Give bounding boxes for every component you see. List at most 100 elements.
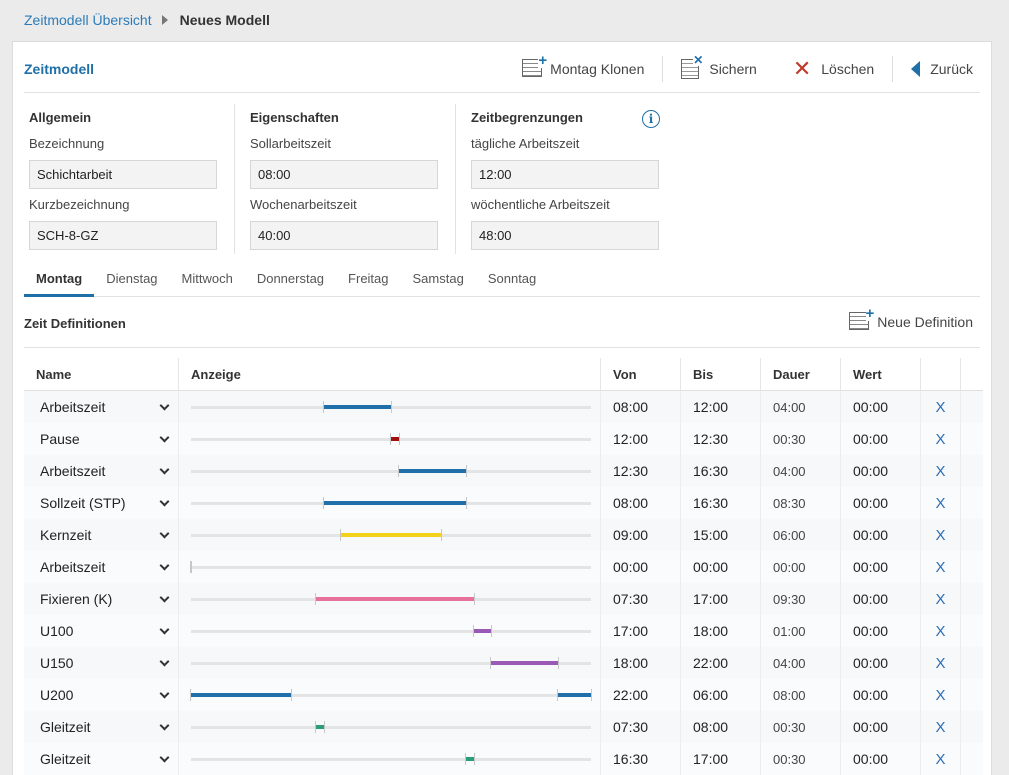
bis-cell[interactable]: 00:00 bbox=[681, 551, 761, 583]
wert-cell[interactable]: 00:00 bbox=[841, 487, 921, 519]
name-select-value: Sollzeit (STP) bbox=[40, 495, 126, 511]
bis-cell[interactable]: 08:00 bbox=[681, 711, 761, 743]
delete-row-button[interactable]: X bbox=[921, 711, 961, 743]
save-button[interactable]: ✕ Sichern bbox=[663, 54, 774, 82]
von-cell[interactable]: 00:00 bbox=[601, 551, 681, 583]
wert-cell[interactable]: 00:00 bbox=[841, 615, 921, 647]
breadcrumb-parent-link[interactable]: Zeitmodell Übersicht bbox=[24, 12, 152, 28]
new-definition-button[interactable]: + Neue Definition bbox=[849, 306, 973, 332]
von-cell[interactable]: 08:00 bbox=[601, 391, 681, 423]
bis-cell[interactable]: 22:00 bbox=[681, 647, 761, 679]
back-button[interactable]: Zurück bbox=[893, 56, 991, 82]
delete-row-button[interactable]: X bbox=[921, 391, 961, 423]
name-select[interactable]: Arbeitszeit bbox=[24, 455, 179, 487]
name-select[interactable]: Kernzeit bbox=[24, 519, 179, 551]
delete-row-button[interactable]: X bbox=[921, 519, 961, 551]
tab-mittwoch[interactable]: Mittwoch bbox=[181, 271, 233, 286]
bezeichnung-field[interactable] bbox=[29, 160, 217, 189]
von-cell[interactable]: 09:00 bbox=[601, 519, 681, 551]
bis-cell[interactable]: 17:00 bbox=[681, 743, 761, 775]
delete-row-button[interactable]: X bbox=[921, 551, 961, 583]
name-select[interactable]: U100 bbox=[24, 615, 179, 647]
tab-donnerstag[interactable]: Donnerstag bbox=[256, 271, 325, 286]
info-icon[interactable]: i bbox=[642, 110, 660, 128]
sollarbeitszeit-field[interactable] bbox=[250, 160, 438, 189]
name-select[interactable]: Gleitzeit bbox=[24, 711, 179, 743]
time-bar-segment bbox=[473, 624, 492, 637]
name-select[interactable]: U200 bbox=[24, 679, 179, 711]
bis-cell[interactable]: 18:00 bbox=[681, 615, 761, 647]
tab-samstag[interactable]: Samstag bbox=[412, 271, 464, 286]
delete-button[interactable]: ✕ Löschen bbox=[775, 56, 892, 82]
bis-cell[interactable]: 12:30 bbox=[681, 423, 761, 455]
bis-cell[interactable]: 16:30 bbox=[681, 487, 761, 519]
clone-monday-button[interactable]: + Montag Klonen bbox=[504, 53, 662, 82]
time-bar-cell bbox=[179, 711, 601, 743]
name-select[interactable]: Sollzeit (STP) bbox=[24, 487, 179, 519]
wert-cell[interactable]: 00:00 bbox=[841, 391, 921, 423]
von-cell[interactable]: 22:00 bbox=[601, 679, 681, 711]
wert-cell[interactable]: 00:00 bbox=[841, 519, 921, 551]
delete-row-button[interactable]: X bbox=[921, 679, 961, 711]
bis-cell[interactable]: 12:00 bbox=[681, 391, 761, 423]
chevron-down-icon bbox=[159, 624, 170, 634]
wert-cell[interactable]: 00:00 bbox=[841, 711, 921, 743]
von-cell[interactable]: 07:30 bbox=[601, 583, 681, 615]
tab-sonntag[interactable]: Sonntag bbox=[487, 271, 537, 286]
von-cell[interactable]: 08:00 bbox=[601, 487, 681, 519]
row-spacer bbox=[961, 679, 983, 711]
time-bar-segment bbox=[398, 464, 467, 477]
von-cell[interactable]: 18:00 bbox=[601, 647, 681, 679]
woechentliche-arbeitszeit-field[interactable] bbox=[471, 221, 659, 250]
delete-row-button[interactable]: X bbox=[921, 743, 961, 775]
tab-montag[interactable]: Montag bbox=[24, 268, 95, 297]
column-header-anzeige: Anzeige bbox=[179, 358, 601, 390]
kurzbezeichnung-field[interactable] bbox=[29, 221, 217, 250]
von-cell[interactable]: 12:00 bbox=[601, 423, 681, 455]
delete-row-button[interactable]: X bbox=[921, 615, 961, 647]
name-select-value: U200 bbox=[40, 687, 74, 703]
row-spacer bbox=[961, 647, 983, 679]
wert-cell[interactable]: 00:00 bbox=[841, 423, 921, 455]
column-header-wert: Wert bbox=[841, 358, 921, 390]
wert-cell[interactable]: 00:00 bbox=[841, 551, 921, 583]
delete-row-button[interactable]: X bbox=[921, 423, 961, 455]
wochenarbeitszeit-field[interactable] bbox=[250, 221, 438, 250]
tab-freitag[interactable]: Freitag bbox=[348, 271, 389, 286]
name-select[interactable]: U150 bbox=[24, 647, 179, 679]
wert-cell[interactable]: 00:00 bbox=[841, 583, 921, 615]
bis-cell[interactable]: 06:00 bbox=[681, 679, 761, 711]
name-select[interactable]: Pause bbox=[24, 423, 179, 455]
delete-row-button[interactable]: X bbox=[921, 487, 961, 519]
name-select[interactable]: Arbeitszeit bbox=[24, 551, 179, 583]
von-cell[interactable]: 07:30 bbox=[601, 711, 681, 743]
wert-cell[interactable]: 00:00 bbox=[841, 455, 921, 487]
wert-cell[interactable]: 00:00 bbox=[841, 743, 921, 775]
taegliche-arbeitszeit-field[interactable] bbox=[471, 160, 659, 189]
delete-row-button[interactable]: X bbox=[921, 455, 961, 487]
name-select[interactable]: Gleitzeit bbox=[24, 743, 179, 775]
dauer-cell: 01:00 bbox=[761, 615, 841, 647]
delete-row-button[interactable]: X bbox=[921, 647, 961, 679]
delete-row-button[interactable]: X bbox=[921, 583, 961, 615]
bis-cell[interactable]: 17:00 bbox=[681, 583, 761, 615]
time-bar-cell bbox=[179, 647, 601, 679]
wert-cell[interactable]: 00:00 bbox=[841, 647, 921, 679]
tab-dienstag[interactable]: Dienstag bbox=[106, 271, 158, 286]
name-select-value: Gleitzeit bbox=[40, 751, 91, 767]
wert-cell[interactable]: 00:00 bbox=[841, 679, 921, 711]
name-select[interactable]: Arbeitszeit bbox=[24, 391, 179, 423]
dauer-cell: 00:00 bbox=[761, 551, 841, 583]
time-bar-cell bbox=[179, 455, 601, 487]
table-row: Fixieren (K) 07:30 17:00 09:30 00:00 X bbox=[24, 583, 983, 615]
dauer-cell: 08:30 bbox=[761, 487, 841, 519]
von-cell[interactable]: 16:30 bbox=[601, 743, 681, 775]
chevron-down-icon bbox=[159, 752, 170, 762]
bis-cell[interactable]: 16:30 bbox=[681, 455, 761, 487]
time-bar-track bbox=[191, 656, 591, 669]
table-row: Gleitzeit 07:30 08:00 00:30 00:00 X bbox=[24, 711, 983, 743]
name-select[interactable]: Fixieren (K) bbox=[24, 583, 179, 615]
von-cell[interactable]: 17:00 bbox=[601, 615, 681, 647]
bis-cell[interactable]: 15:00 bbox=[681, 519, 761, 551]
von-cell[interactable]: 12:30 bbox=[601, 455, 681, 487]
